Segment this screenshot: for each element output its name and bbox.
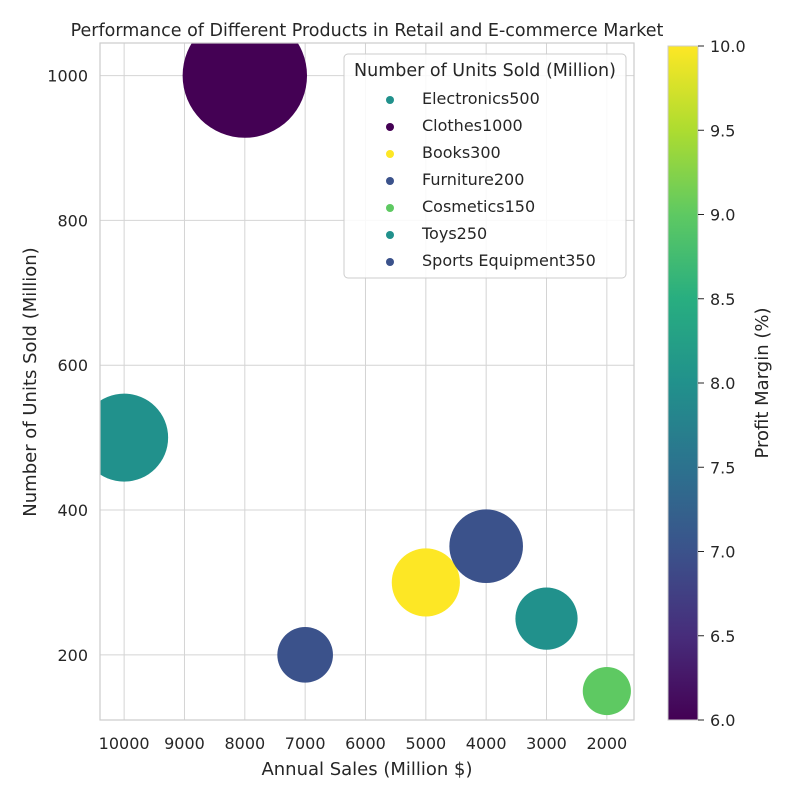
colorbar-ticks: 6.0 6.5 7.0 7.5 8.0 8.5 9.0 9.5 10.0 bbox=[698, 37, 746, 730]
y-tick-labels: 200 400 600 800 1000 bbox=[47, 67, 88, 665]
legend-label: Sports Equipment350 bbox=[422, 251, 596, 270]
legend-marker bbox=[386, 96, 394, 104]
colorbar: 6.0 6.5 7.0 7.5 8.0 8.5 9.0 9.5 10.0 Profit Marg… bbox=[667, 37, 773, 730]
x-tick-label: 10000 bbox=[99, 734, 150, 753]
colorbar-tick-label: 8.0 bbox=[710, 374, 735, 393]
x-tick-label: 6000 bbox=[345, 734, 386, 753]
colorbar-gradient bbox=[667, 45, 699, 721]
legend-label: Books300 bbox=[422, 143, 501, 162]
x-tick-labels: 10000 9000 8000 7000 6000 5000 4000 3000 2000 bbox=[99, 734, 628, 753]
x-tick-label: 2000 bbox=[586, 734, 627, 753]
y-tick-label: 600 bbox=[57, 356, 88, 375]
colorbar-tick-label: 7.5 bbox=[710, 458, 735, 477]
legend-label: Cosmetics150 bbox=[422, 197, 535, 216]
colorbar-tick-label: 9.0 bbox=[710, 206, 735, 225]
legend-label: Clothes1000 bbox=[422, 116, 523, 135]
data-points bbox=[100, 43, 631, 716]
legend-marker bbox=[386, 258, 394, 266]
data-point bbox=[391, 548, 460, 617]
legend-title: Number of Units Sold (Million) bbox=[354, 61, 616, 81]
legend-marker bbox=[386, 231, 394, 239]
legend-marker bbox=[386, 177, 394, 185]
x-tick-label: 4000 bbox=[466, 734, 507, 753]
chart-title: Performance of Different Products in Ret… bbox=[71, 21, 664, 41]
data-point bbox=[449, 509, 523, 584]
colorbar-tick-label: 7.0 bbox=[710, 543, 735, 562]
legend: Number of Units Sold (Million) Electroni… bbox=[343, 53, 627, 279]
legend-marker bbox=[386, 123, 394, 131]
data-point bbox=[100, 393, 169, 482]
x-axis-label: Annual Sales (Million $) bbox=[261, 759, 472, 780]
data-point bbox=[582, 666, 631, 716]
y-tick-label: 800 bbox=[57, 211, 88, 230]
legend-label: Electronics500 bbox=[422, 89, 540, 108]
plot-frame bbox=[99, 42, 635, 721]
legend-marker bbox=[386, 204, 394, 212]
data-point bbox=[182, 43, 307, 138]
colorbar-tick-label: 6.5 bbox=[710, 627, 735, 646]
data-point bbox=[515, 587, 578, 650]
legend-label: Toys250 bbox=[421, 224, 487, 243]
x-tick-label: 7000 bbox=[285, 734, 326, 753]
y-axis-label: Number of Units Sold (Million) bbox=[20, 247, 41, 516]
legend-marker bbox=[386, 150, 394, 158]
x-tick-label: 3000 bbox=[526, 734, 567, 753]
y-tick-label: 400 bbox=[57, 501, 88, 520]
x-tick-label: 9000 bbox=[164, 734, 205, 753]
x-tick-label: 8000 bbox=[224, 734, 265, 753]
legend-label: Furniture200 bbox=[422, 170, 524, 189]
x-tick-label: 5000 bbox=[405, 734, 446, 753]
y-tick-label: 200 bbox=[57, 646, 88, 665]
legend-box bbox=[343, 53, 627, 279]
y-tick-label: 1000 bbox=[47, 67, 88, 86]
colorbar-tick-label: 8.5 bbox=[710, 290, 735, 309]
colorbar-tick-label: 6.0 bbox=[710, 711, 735, 730]
data-point bbox=[277, 627, 333, 683]
colorbar-tick-label: 10.0 bbox=[710, 37, 746, 56]
colorbar-tick-label: 9.5 bbox=[710, 121, 735, 140]
legend-items: Electronics500 Clothes1000 Books300 Furnitu… bbox=[386, 89, 596, 270]
colorbar-label: Profit Margin (%) bbox=[752, 307, 773, 458]
